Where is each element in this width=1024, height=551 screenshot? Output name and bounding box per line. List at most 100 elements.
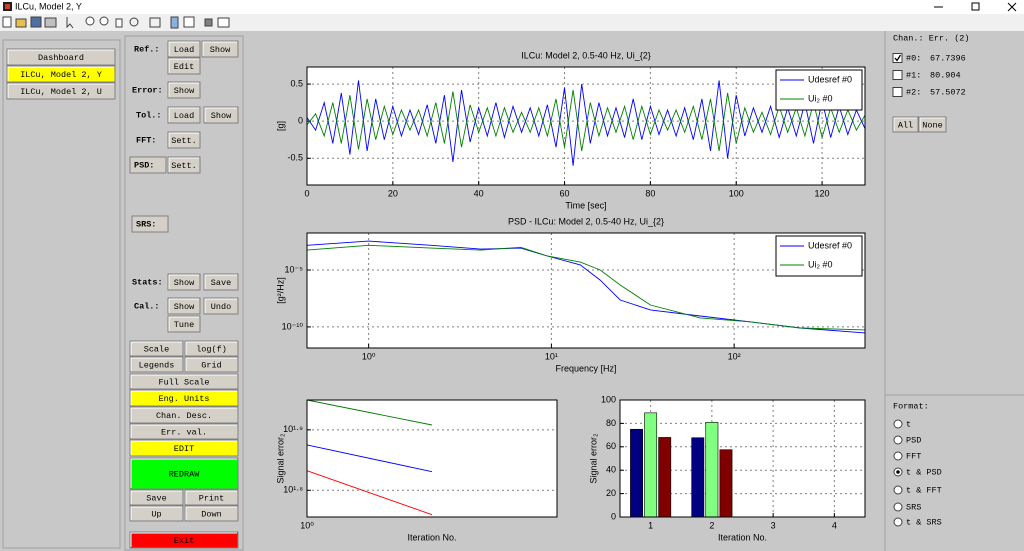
button[interactable]: Show [167, 273, 201, 291]
button[interactable]: Dashboard [6, 48, 116, 66]
channel-label: #1: [906, 70, 921, 80]
rotate-icon[interactable] [129, 17, 139, 27]
button-face[interactable] [129, 340, 184, 357]
button-face[interactable] [129, 457, 239, 490]
button[interactable]: Grid [184, 356, 239, 373]
button[interactable]: Show [203, 106, 239, 124]
button-face[interactable] [184, 489, 239, 506]
button-face[interactable] [129, 439, 239, 457]
button[interactable]: EDIT [129, 439, 239, 457]
zoom-out-icon[interactable] [99, 16, 109, 26]
x-axis-label: Frequency [Hz] [555, 363, 616, 373]
button-face[interactable] [167, 40, 201, 58]
button-face[interactable] [129, 423, 239, 440]
datacursor-icon[interactable] [149, 17, 161, 28]
y-tick-label: 10⁻¹⁰ [282, 321, 304, 331]
radio-button[interactable] [893, 485, 903, 495]
button-face[interactable] [167, 315, 201, 333]
button-face[interactable] [918, 116, 947, 133]
pointer-icon[interactable] [66, 17, 74, 29]
zoom-in-icon[interactable] [85, 16, 95, 26]
button-face[interactable] [184, 505, 239, 522]
button-face[interactable] [892, 116, 919, 133]
button[interactable]: Legends [129, 356, 184, 373]
checkbox[interactable] [892, 70, 903, 80]
button-face[interactable] [167, 273, 201, 291]
button-face[interactable] [184, 340, 239, 357]
button[interactable]: Undo [203, 297, 239, 315]
radio-button[interactable] [893, 435, 903, 445]
button[interactable]: Up [129, 505, 184, 522]
button-face[interactable] [167, 156, 201, 174]
y-tick-label: 80 [606, 418, 616, 428]
button-highlight [168, 298, 199, 313]
button-face[interactable] [129, 373, 239, 390]
radio-button[interactable] [893, 419, 903, 429]
save-icon[interactable] [30, 16, 42, 28]
button[interactable]: Sett. [167, 156, 201, 174]
button-label: Sett. [171, 136, 197, 146]
button[interactable]: ILCu, Model 2, Y [6, 65, 116, 83]
hide-tools-icon[interactable] [204, 18, 213, 27]
button[interactable]: Scale [129, 340, 184, 357]
restore-button[interactable] [971, 2, 980, 11]
button[interactable]: Save [129, 489, 184, 506]
button[interactable]: REDRAW [129, 457, 239, 490]
checkbox[interactable] [892, 87, 903, 97]
button-highlight [185, 341, 237, 355]
print-icon[interactable] [44, 17, 57, 28]
button-face[interactable] [201, 40, 239, 58]
button[interactable]: Chan. Desc. [129, 406, 239, 424]
button-face[interactable] [129, 489, 184, 506]
button[interactable]: Tune [167, 315, 201, 333]
button[interactable]: Sett. [167, 131, 201, 149]
button-face[interactable] [6, 65, 116, 83]
radio-button[interactable] [893, 502, 903, 512]
button[interactable]: All [892, 116, 919, 133]
button-face[interactable] [167, 57, 201, 75]
button[interactable]: Show [167, 81, 201, 99]
button[interactable]: Full Scale [129, 373, 239, 390]
button[interactable]: log(f) [184, 340, 239, 357]
button-face[interactable] [167, 81, 201, 99]
button-face[interactable] [129, 389, 239, 407]
open-icon[interactable] [15, 18, 27, 28]
legend-icon[interactable] [183, 16, 195, 28]
button-face[interactable] [6, 48, 116, 66]
button-face[interactable] [167, 131, 201, 149]
button[interactable]: Load [167, 40, 201, 58]
button[interactable]: Print [184, 489, 239, 506]
button-face[interactable] [167, 297, 201, 315]
button[interactable]: None [918, 116, 947, 133]
new-icon[interactable] [2, 16, 12, 28]
button[interactable]: Err. val. [129, 423, 239, 440]
radio-button[interactable] [893, 517, 903, 527]
button-face[interactable] [203, 106, 239, 124]
button-face[interactable] [6, 82, 116, 100]
button[interactable]: Eng. Units [129, 389, 239, 407]
show-tools-icon[interactable] [217, 17, 230, 28]
button[interactable]: Down [184, 505, 239, 522]
button-highlight [204, 298, 237, 313]
button[interactable]: Save [203, 273, 239, 291]
button-face[interactable] [167, 106, 201, 124]
button-face[interactable] [129, 356, 184, 373]
close-button[interactable] [1007, 2, 1017, 12]
pan-icon[interactable] [115, 18, 123, 28]
button[interactable]: Exit [129, 531, 239, 549]
button[interactable]: Edit [167, 57, 201, 75]
checkbox[interactable] [892, 53, 903, 63]
button-face[interactable] [129, 531, 239, 549]
button-face[interactable] [184, 356, 239, 373]
button-face[interactable] [203, 297, 239, 315]
button-face[interactable] [129, 505, 184, 522]
legend: Udesref #0 Ui₂ #0 [775, 69, 863, 111]
button[interactable]: Load [167, 106, 201, 124]
button-face[interactable] [129, 406, 239, 424]
colorbar-icon[interactable] [170, 16, 179, 29]
button[interactable]: Show [167, 297, 201, 315]
radio-button[interactable] [893, 451, 903, 461]
button[interactable]: Show [201, 40, 239, 58]
button-face[interactable] [203, 273, 239, 291]
button[interactable]: ILCu, Model 2, U [6, 82, 116, 100]
